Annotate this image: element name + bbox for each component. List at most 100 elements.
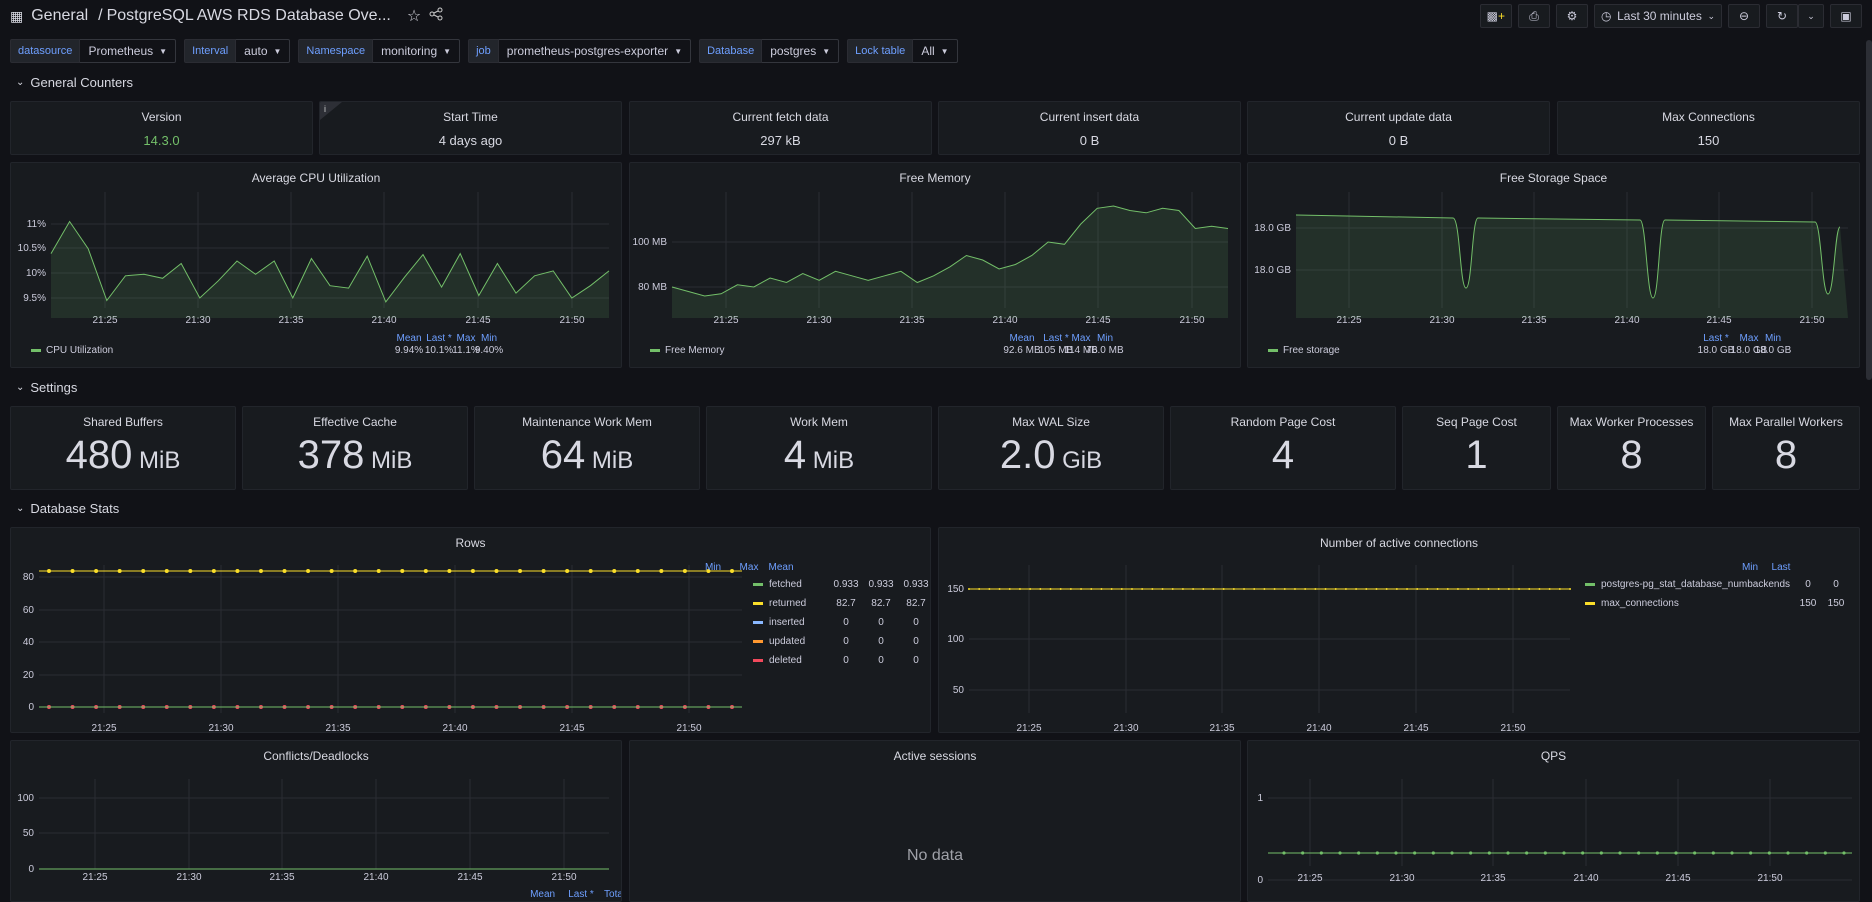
variable-select[interactable]: auto ▼ bbox=[236, 39, 291, 63]
setting-panel[interactable]: Shared Buffers 480 MiB bbox=[10, 406, 236, 490]
row-general-counters[interactable]: ⌄ General Counters bbox=[16, 75, 133, 90]
legend-header: Max bbox=[1740, 333, 1759, 344]
view-mode-button[interactable]: ▣ bbox=[1830, 4, 1862, 28]
variable-label: Database bbox=[699, 39, 763, 63]
variable-job[interactable]: job prometheus-postgres-exporter ▼ bbox=[468, 39, 692, 63]
stat-panel-insert[interactable]: Current insert data 0 B bbox=[938, 101, 1241, 155]
data-point bbox=[1413, 851, 1417, 855]
setting-panel[interactable]: Effective Cache 378 MiB bbox=[242, 406, 468, 490]
legend-header: Min bbox=[1765, 333, 1781, 344]
legend-value: 0 bbox=[843, 655, 849, 666]
chevron-down-icon: ⌄ bbox=[16, 77, 25, 88]
setting-panel[interactable]: Maintenance Work Mem 64 MiB bbox=[474, 406, 700, 490]
series-line bbox=[1295, 214, 1841, 299]
setting-panel[interactable]: Max WAL Size 2.0 GiB bbox=[938, 406, 1164, 490]
zoom-out-button[interactable]: ⊖ bbox=[1728, 4, 1760, 28]
setting-panel[interactable]: Max Worker Processes 8 bbox=[1557, 406, 1706, 490]
variable-select[interactable]: postgres ▼ bbox=[762, 39, 840, 63]
y-tick-label: 11% bbox=[27, 219, 46, 230]
data-point-max bbox=[1232, 588, 1235, 590]
variable-value: monitoring bbox=[381, 44, 438, 58]
page-scrollbar[interactable] bbox=[1866, 40, 1872, 380]
add-panel-button[interactable]: ▩+ bbox=[1479, 4, 1512, 28]
series-area bbox=[51, 221, 609, 318]
variable-select[interactable]: prometheus-postgres-exporter ▼ bbox=[498, 39, 692, 63]
panel-active-connections[interactable]: Number of active connections 150 100 50 0 21… bbox=[938, 527, 1860, 733]
variable-select[interactable]: monitoring ▼ bbox=[373, 39, 461, 63]
stat-value: 0 B bbox=[1388, 133, 1409, 148]
panel-title: Random Page Cost bbox=[1230, 415, 1336, 429]
variable-namespace[interactable]: Namespace monitoring ▼ bbox=[298, 39, 461, 63]
legend-label: inserted bbox=[769, 617, 805, 628]
stat-panel-start-time[interactable]: i Start Time 4 days ago bbox=[319, 101, 622, 155]
x-tick-label: 21:35 bbox=[278, 315, 303, 326]
panel-free-memory[interactable]: Free Memory 100 MB 80 MB 21:25 21:30 21:35 21… bbox=[629, 162, 1241, 368]
data-point-max bbox=[1273, 588, 1276, 590]
x-tick-label: 21:50 bbox=[676, 723, 701, 733]
legend-value: 10.1% bbox=[425, 345, 453, 356]
stat-panel-update[interactable]: Current update data 0 B bbox=[1247, 101, 1550, 155]
variable-datasource[interactable]: datasource Prometheus ▼ bbox=[10, 39, 177, 63]
stat-panel-fetch[interactable]: Current fetch data 297 kB bbox=[629, 101, 932, 155]
data-point-max bbox=[1283, 588, 1286, 590]
panel-free-storage[interactable]: Free Storage Space 18.0 GB 18.0 GB 21:25 21… bbox=[1247, 162, 1860, 368]
share-icon[interactable] bbox=[429, 7, 443, 26]
legend-header: Max bbox=[457, 333, 476, 344]
variable-database[interactable]: Database postgres ▼ bbox=[699, 39, 840, 63]
variable-select[interactable]: Prometheus ▼ bbox=[80, 39, 177, 63]
x-tick-label: 21:30 bbox=[1113, 723, 1138, 733]
setting-value: 4 MiB bbox=[707, 433, 931, 478]
data-point-max bbox=[1395, 588, 1398, 590]
data-point-max bbox=[1039, 588, 1042, 590]
data-point-max bbox=[1304, 588, 1307, 590]
breadcrumb-home[interactable]: General bbox=[31, 7, 89, 24]
row-settings[interactable]: ⌄ Settings bbox=[16, 380, 77, 395]
data-point-max bbox=[1487, 588, 1490, 590]
row-title: Settings bbox=[30, 380, 78, 395]
variable-select[interactable]: All ▼ bbox=[913, 39, 958, 63]
x-tick-label: 21:40 bbox=[1573, 873, 1598, 884]
time-picker-button[interactable]: ◷ Last 30 minutes ⌄ bbox=[1594, 4, 1722, 28]
setting-panel[interactable]: Seq Page Cost 1 bbox=[1402, 406, 1551, 490]
setting-panel[interactable]: Random Page Cost 4 bbox=[1170, 406, 1396, 490]
dashboard-title[interactable]: PostgreSQL AWS RDS Database Ove... bbox=[106, 7, 391, 24]
panel-rows[interactable]: Rows 80 60 40 20 0 21:25 21:30 21:35 21:40 21:45 2… bbox=[10, 527, 931, 733]
x-tick-label: 21:25 bbox=[92, 315, 117, 326]
stat-panel-max-connections[interactable]: Max Connections 150 bbox=[1557, 101, 1860, 155]
row-database-stats[interactable]: ⌄ Database Stats bbox=[16, 501, 119, 516]
panel-qps[interactable]: QPS 1 0 21:25 21:30 21:35 21:40 21:45 21:50 bbox=[1247, 740, 1860, 902]
panel-active-sessions[interactable]: Active sessions No data bbox=[629, 740, 1241, 902]
dashboard-settings-button[interactable]: ⚙ bbox=[1556, 4, 1588, 28]
legend-header: Last bbox=[1772, 562, 1791, 573]
series-line bbox=[671, 205, 1229, 297]
setting-panel[interactable]: Work Mem 4 MiB bbox=[706, 406, 932, 490]
apps-grid-icon[interactable]: ▦ bbox=[10, 7, 24, 24]
legend-header: Min bbox=[481, 333, 497, 344]
legend-value: 0 bbox=[1833, 579, 1839, 590]
data-point-max bbox=[1558, 588, 1561, 590]
data-point-max bbox=[1416, 588, 1419, 590]
data-point-max bbox=[1375, 588, 1378, 590]
refresh-interval-button[interactable]: ⌄ bbox=[1798, 4, 1824, 28]
stat-panel-version[interactable]: Version 14.3.0 bbox=[10, 101, 313, 155]
data-point-max bbox=[1436, 588, 1439, 590]
data-point bbox=[1450, 851, 1454, 855]
data-point-max bbox=[1293, 588, 1296, 590]
variable-interval[interactable]: Interval auto ▼ bbox=[184, 39, 291, 63]
time-range-label: Last 30 minutes bbox=[1617, 9, 1702, 23]
data-point bbox=[1805, 851, 1809, 855]
save-dashboard-button[interactable]: ⎙ bbox=[1518, 4, 1550, 28]
variable-lock-table[interactable]: Lock table All ▼ bbox=[847, 39, 958, 63]
y-tick-label: 50 bbox=[23, 828, 35, 839]
panel-cpu[interactable]: Average CPU Utilization 11% 10.5% 10% 9.5% 2… bbox=[10, 162, 622, 368]
star-icon[interactable]: ☆ bbox=[406, 8, 422, 25]
x-tick-label: 21:25 bbox=[82, 872, 107, 883]
panel-conflicts[interactable]: Conflicts/Deadlocks 100 50 0 21:25 21:30 21:3… bbox=[10, 740, 622, 902]
data-point-max bbox=[968, 588, 970, 590]
variable-value: Prometheus bbox=[88, 44, 154, 58]
data-point-max bbox=[998, 588, 1001, 590]
setting-panel[interactable]: Max Parallel Workers 8 bbox=[1712, 406, 1860, 490]
refresh-button[interactable]: ↻ bbox=[1766, 4, 1798, 28]
panel-title: Free Storage Space bbox=[1499, 171, 1608, 185]
x-tick-label: 21:35 bbox=[1521, 315, 1546, 326]
